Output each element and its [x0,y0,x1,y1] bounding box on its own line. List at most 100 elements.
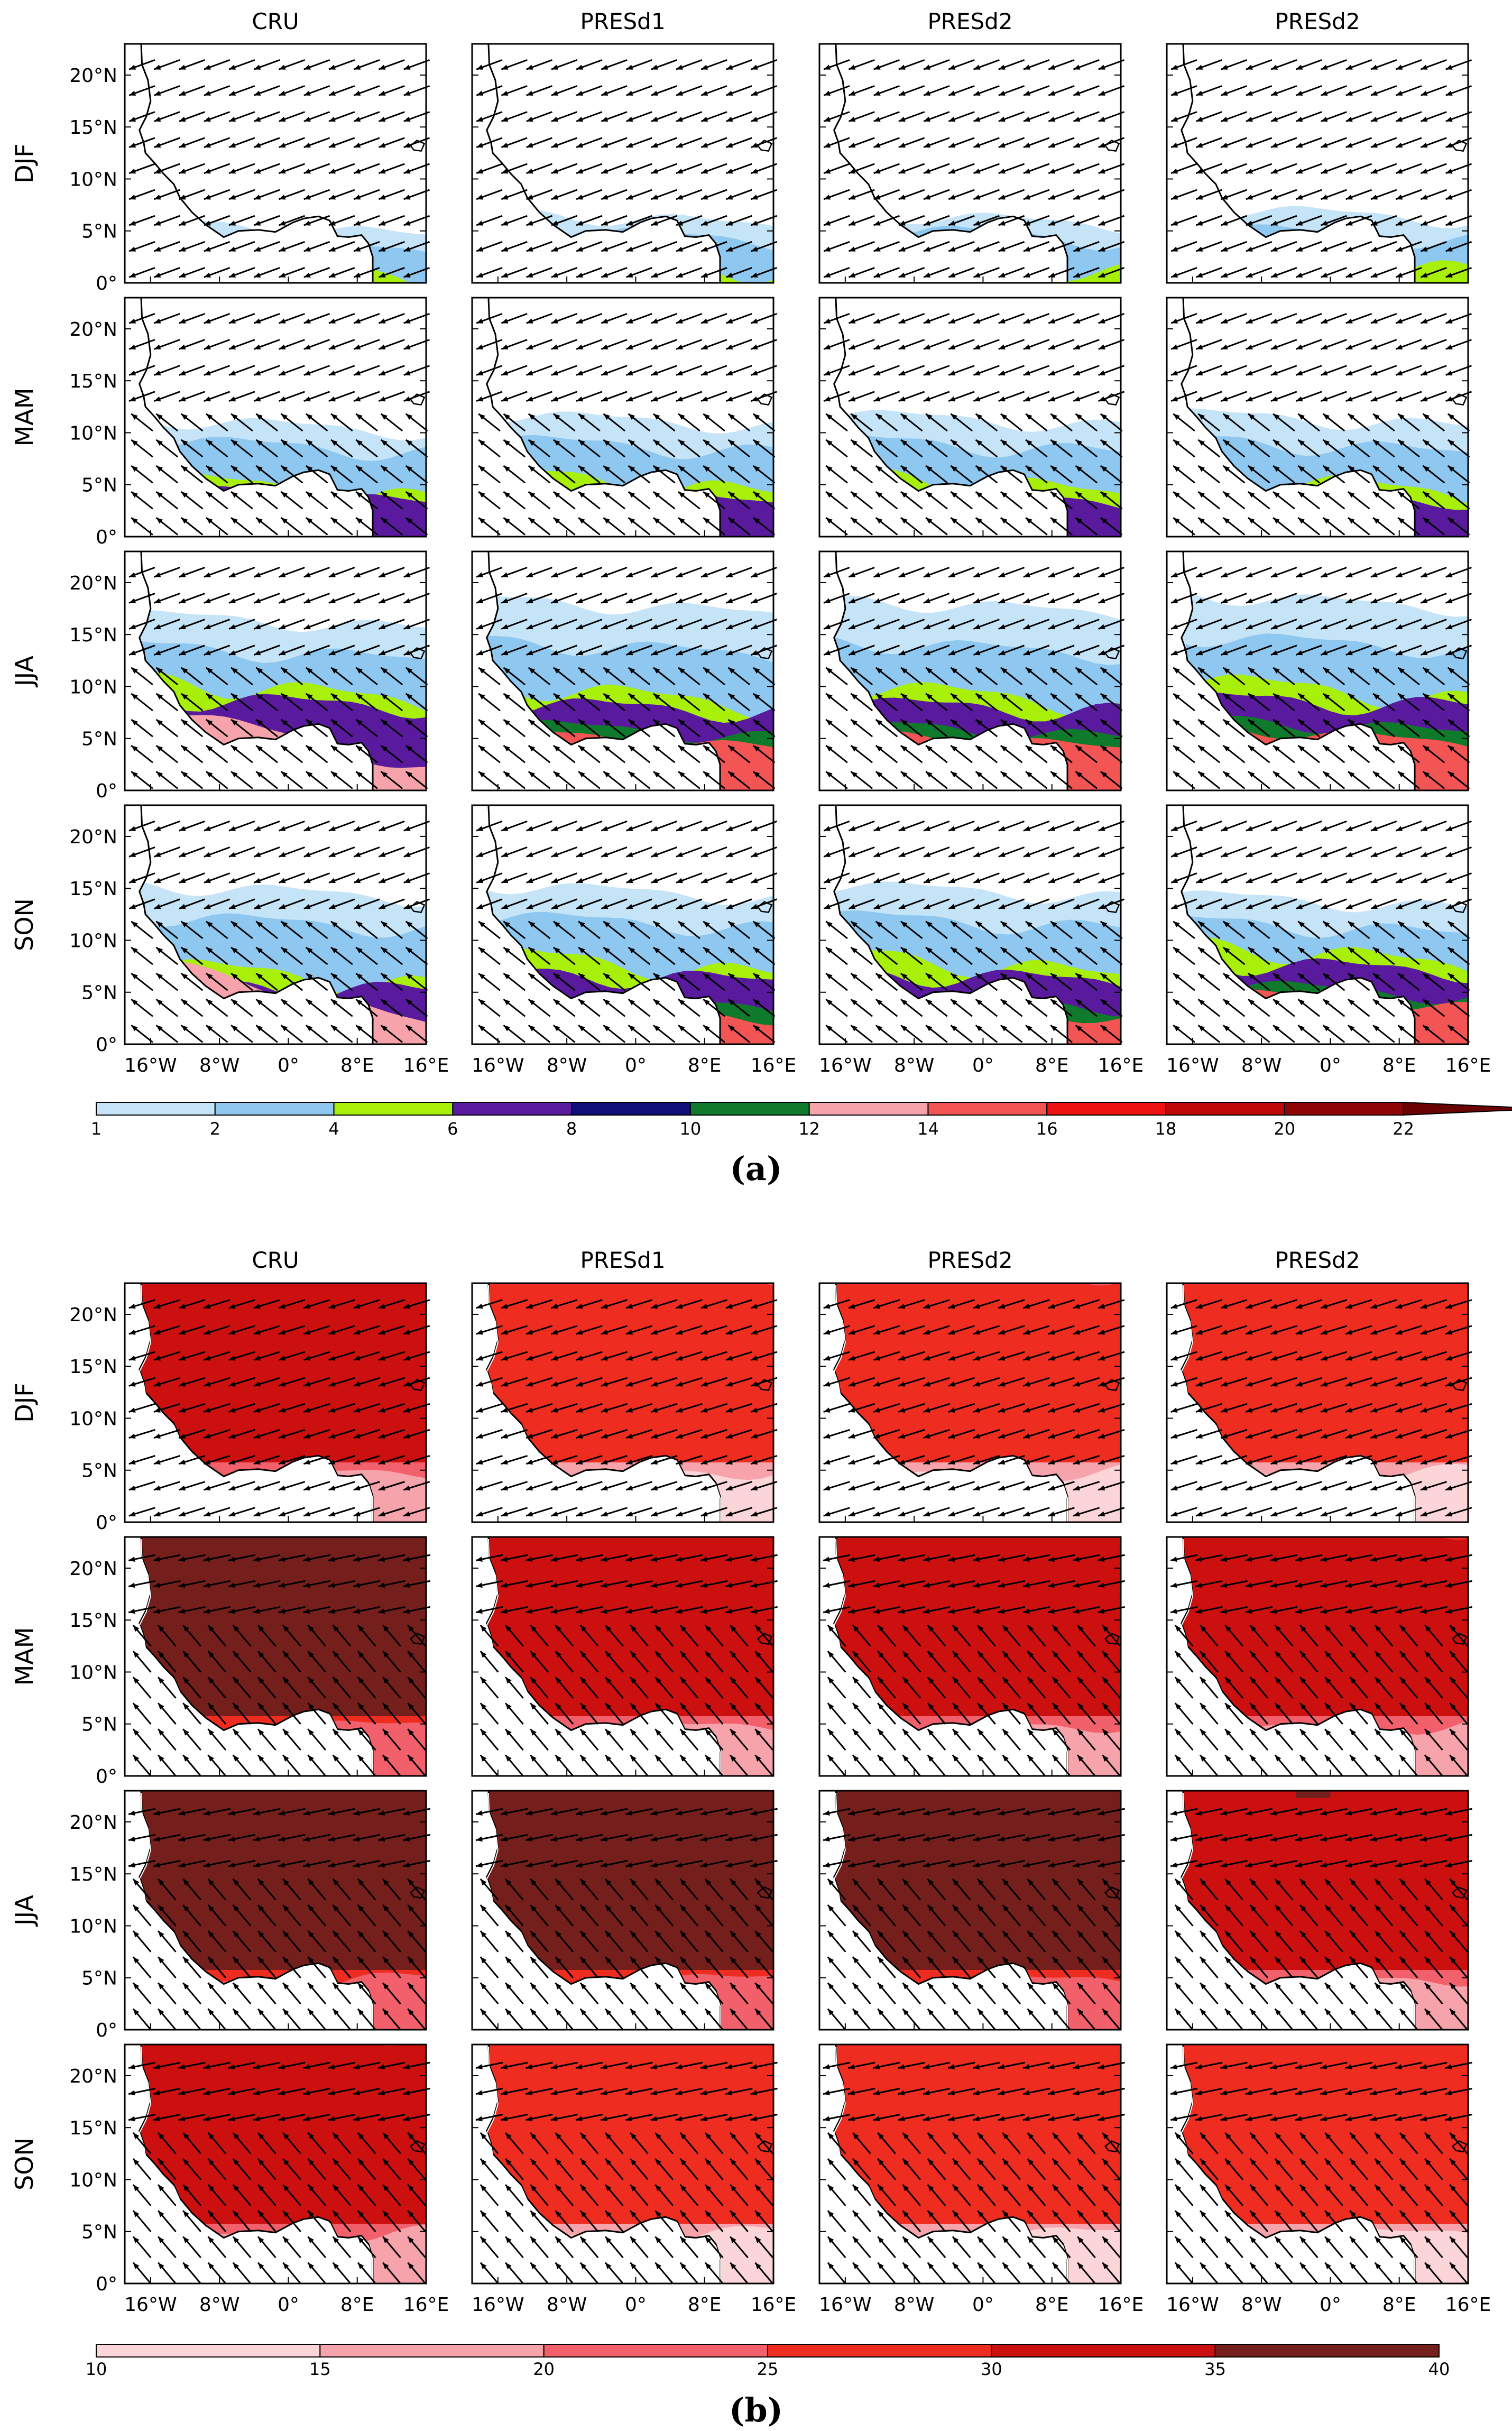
wind-arrow [898,339,925,350]
wind-arrow [700,593,727,604]
wind-arrow [526,312,552,324]
wind-arrow [1370,391,1397,402]
wind-arrow [626,619,652,630]
lat-tick-label: 5°N [81,475,117,496]
wind-arrow [651,111,678,122]
wind-arrow [1023,312,1050,324]
wind-arrow [825,771,848,789]
wind-arrow [925,693,948,712]
wind-arrow [403,241,430,252]
colorbar-bin [452,1102,573,1116]
colorbar-label: 10 [680,1119,702,1139]
wind-arrow [1050,744,1073,763]
wind-arrow [576,644,603,656]
wind-arrow [528,771,551,789]
wind-arrow [651,215,678,226]
map-panel [471,297,778,538]
wind-arrow [501,566,528,578]
wind-arrow [1395,189,1422,200]
wind-arrow [330,719,353,738]
wind-arrow [727,491,751,510]
wind-arrow [725,566,752,578]
wind-arrow [973,241,1000,252]
wind-arrow [1447,667,1470,686]
wind-arrow [1295,267,1322,278]
wind-arrow [1273,719,1295,738]
wind-arrow [1195,339,1222,350]
wind-arrow [1445,593,1472,604]
wind-arrow [380,693,403,712]
wind-arrow [1297,719,1321,738]
wind-arrow [153,566,180,578]
wind-arrow [1246,339,1273,350]
wind-arrow [131,744,153,763]
wind-arrow [1345,267,1372,278]
wind-arrow [626,644,652,656]
wind-arrow [1195,365,1222,376]
wind-arrow [1221,339,1247,350]
wind-arrow [179,593,205,604]
wind-arrow [700,267,727,278]
lake-outline [757,140,773,152]
colorbar-label: 14 [917,1119,939,1139]
wind-arrow [948,215,975,226]
wind-arrow [975,693,998,712]
wind-arrow [1222,693,1246,712]
wind-arrow [155,771,179,789]
wind-arrow [652,667,676,686]
wind-arrow [727,667,751,686]
wind-arrow [279,365,305,376]
wind-arrow [1023,267,1050,278]
wind-arrow [478,491,501,510]
wind-arrow [848,215,875,226]
wind-arrow [180,667,204,686]
wind-arrow [253,365,280,376]
wind-arrow [228,312,255,324]
wind-arrow [1395,566,1422,578]
wind-arrow [1345,566,1372,578]
colorbar-label: 35 [1204,2359,1226,2379]
wind-arrow [353,644,380,656]
wind-arrow [1023,339,1050,350]
wind-arrow [628,517,651,536]
wind-arrow [476,137,503,149]
wind-arrow [478,771,501,789]
wind-arrow [652,744,676,763]
wind-arrow [703,744,725,763]
wind-arrow [923,111,950,122]
wind-arrow [676,339,703,350]
wind-arrow [253,111,280,122]
wind-arrow [179,391,205,402]
wind-arrow [752,517,776,536]
wind-arrow [1025,771,1048,789]
wind-arrow [403,59,430,70]
wind-arrow [330,667,353,686]
wind-arrow [751,215,778,226]
wind-arrow [131,719,153,738]
wind-arrow [501,137,528,149]
wind-arrow [1247,413,1270,432]
wind-arrow [873,339,900,350]
wind-arrow [825,491,848,510]
colorbar-bin [319,2344,545,2358]
wind-arrow [898,241,925,252]
wind-arrow [1345,339,1372,350]
wind-arrow [180,465,204,484]
wind-arrow [1000,693,1023,712]
wind-arrow [752,744,776,763]
wind-arrow [155,413,179,432]
wind-arrow [353,619,380,630]
column-title: PRESd1 [580,8,665,34]
lon-tick-label: 0° [1320,1055,1341,1076]
coastline [486,551,721,790]
wind-arrow [751,267,778,278]
lon-tick-label: 8°E [688,1055,722,1076]
wind-arrow [898,137,925,149]
colorbar-bin [96,1102,216,1116]
wind-arrow [179,267,205,278]
wind-arrow [1422,517,1445,536]
wind-arrow [823,644,850,656]
wind-arrow [1445,566,1472,578]
lon-tick-label: 0° [625,2294,647,2316]
wind-arrow [998,111,1025,122]
